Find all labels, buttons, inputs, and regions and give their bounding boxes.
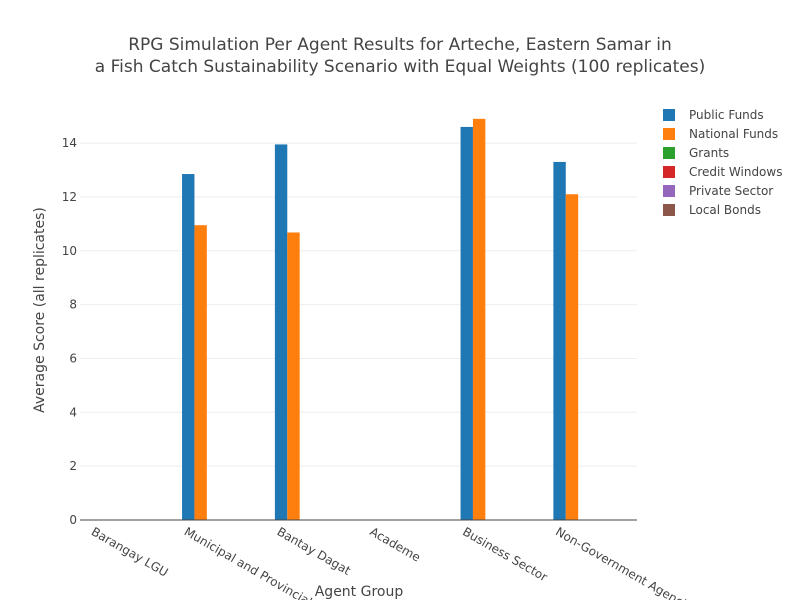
y-tick-label: 4	[69, 405, 77, 419]
x-tick-label: Academe	[367, 524, 423, 564]
legend-swatch	[663, 147, 675, 159]
bar[interactable]	[182, 174, 195, 521]
chart-title: RPG Simulation Per Agent Results for Art…	[95, 35, 705, 77]
y-tick-label: 0	[69, 513, 77, 527]
legend-label: National Funds	[689, 127, 778, 141]
legend-swatch	[663, 166, 675, 178]
legend-item[interactable]: Credit Windows	[663, 165, 782, 179]
chart-title-line: RPG Simulation Per Agent Results for Art…	[128, 35, 672, 55]
bar[interactable]	[287, 232, 300, 520]
bar[interactable]	[565, 194, 579, 520]
bars	[182, 118, 579, 521]
legend-swatch	[663, 128, 675, 140]
gridlines	[80, 142, 637, 467]
bar[interactable]	[460, 126, 473, 520]
legend-swatch	[663, 204, 675, 216]
y-tick-label: 12	[62, 190, 77, 204]
x-tick-label: Non-Government Agencies	[553, 524, 700, 600]
bar[interactable]	[472, 118, 486, 520]
bar[interactable]	[274, 144, 288, 520]
chart-title-line: a Fish Catch Sustainability Scenario wit…	[95, 57, 705, 77]
legend-item[interactable]: Local Bonds	[663, 203, 761, 217]
bar[interactable]	[553, 161, 566, 520]
legend-item[interactable]: Grants	[663, 146, 729, 160]
legend-label: Public Funds	[689, 108, 764, 122]
y-tick-label: 14	[62, 136, 77, 150]
legend-item[interactable]: National Funds	[663, 127, 778, 141]
legend-swatch	[663, 185, 675, 197]
bar[interactable]	[194, 225, 207, 520]
x-tick-label: Business Sector	[460, 524, 550, 584]
legend-label: Private Sector	[689, 184, 773, 198]
y-tick-label: 10	[62, 244, 77, 258]
y-axis: 0 2 4 6 8 10 12 14	[62, 136, 77, 527]
x-tick-label: Barangay LGU	[89, 524, 171, 579]
legend[interactable]: Public Funds National Funds Grants Credit W…	[663, 108, 782, 217]
y-tick-label: 8	[69, 298, 77, 312]
legend-label: Grants	[689, 146, 729, 160]
y-tick-label: 2	[69, 459, 77, 473]
y-tick-label: 6	[69, 351, 77, 365]
legend-label: Local Bonds	[689, 203, 761, 217]
legend-label: Credit Windows	[689, 165, 782, 179]
y-axis-label: Average Score (all replicates)	[32, 207, 48, 413]
x-tick-label: Bantay Dagat	[275, 524, 354, 577]
x-axis-label: Agent Group	[315, 584, 404, 600]
legend-item[interactable]: Public Funds	[663, 108, 764, 122]
legend-swatch	[663, 109, 675, 121]
legend-item[interactable]: Private Sector	[663, 184, 773, 198]
